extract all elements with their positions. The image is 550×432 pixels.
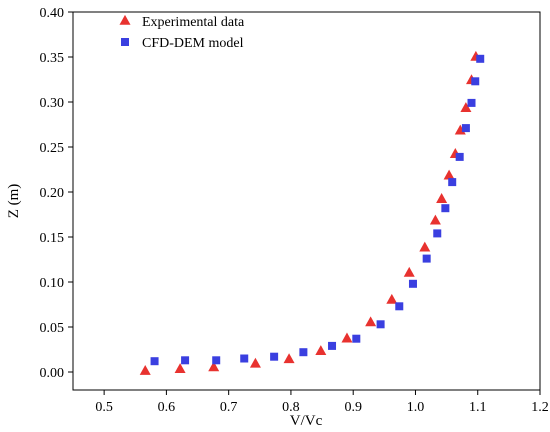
x-tick-label: 1.2 — [531, 400, 549, 415]
experimental-point — [443, 169, 455, 180]
y-tick-label: 0.30 — [40, 96, 65, 111]
experimental-point — [283, 353, 295, 364]
cfd-dem-point — [448, 178, 457, 187]
y-tick-label: 0.00 — [40, 366, 65, 381]
y-tick-label: 0.25 — [40, 141, 65, 156]
x-tick-label: 0.6 — [158, 400, 176, 415]
cfd-dem-point — [471, 77, 480, 86]
experimental-point — [429, 214, 441, 225]
cfd-dem-point — [422, 254, 431, 263]
x-tick-label: 0.7 — [220, 400, 238, 415]
y-axis-title: Z (m) — [6, 184, 22, 219]
experimental-point — [249, 357, 261, 368]
cfd-dem-point — [476, 54, 485, 63]
cfd-dem-point — [376, 320, 385, 329]
experimental-series — [139, 50, 482, 375]
cfd-dem-point — [461, 124, 470, 133]
data-points — [139, 50, 485, 375]
cfd-dem-series — [150, 54, 485, 366]
experimental-point — [386, 293, 398, 304]
legend-label: Experimental data — [142, 15, 245, 30]
plot-frame — [72, 11, 541, 391]
legend-marker-cfd-dem — [121, 38, 129, 46]
cfd-dem-point — [181, 356, 190, 365]
cfd-dem-point — [240, 354, 249, 363]
y-tick-label: 0.40 — [40, 6, 65, 21]
y-tick-label: 0.35 — [40, 51, 65, 66]
y-tick-label: 0.20 — [40, 186, 65, 201]
experimental-point — [174, 363, 186, 374]
experimental-point — [436, 193, 448, 203]
cfd-dem-point — [433, 229, 442, 238]
experimental-point — [315, 345, 327, 356]
x-axis-title: V/Vc — [290, 413, 323, 429]
legend-label: CFD-DEM model — [142, 36, 244, 51]
x-axis: 0.5 0.6 0.7 0.8 0.9 1.0 1.1 1.2 — [95, 390, 549, 415]
legend-marker-experimental — [119, 14, 131, 25]
y-tick-label: 0.10 — [40, 276, 65, 291]
legend: Experimental data CFD-DEM model — [119, 14, 245, 51]
experimental-point — [139, 364, 151, 375]
cfd-dem-point — [467, 98, 476, 107]
experimental-point — [403, 266, 415, 277]
cfd-dem-point — [455, 152, 464, 161]
experimental-point — [208, 361, 220, 372]
cfd-dem-point — [270, 352, 279, 361]
y-tick-label: 0.15 — [40, 231, 65, 246]
experimental-point — [365, 316, 377, 327]
x-tick-label: 1.1 — [469, 400, 487, 415]
cfd-dem-point — [212, 356, 221, 365]
cfd-dem-point — [395, 302, 404, 311]
x-tick-label: 1.0 — [407, 400, 425, 415]
x-tick-label: 0.9 — [344, 400, 362, 415]
x-tick-label: 0.5 — [95, 400, 113, 415]
experimental-point — [460, 102, 472, 113]
experimental-point — [341, 332, 353, 343]
x-tick-label: 0.8 — [282, 400, 300, 415]
cfd-dem-point — [352, 334, 361, 343]
y-tick-label: 0.05 — [40, 321, 65, 336]
cfd-dem-point — [441, 204, 450, 213]
experimental-point — [419, 241, 431, 252]
cfd-dem-point — [299, 348, 308, 357]
cfd-dem-point — [150, 357, 159, 366]
cfd-dem-point — [408, 279, 417, 288]
y-axis: 0.00 0.05 0.10 0.15 0.20 0.25 0.30 0.35 0.40 — [40, 6, 73, 381]
cfd-dem-point — [328, 341, 337, 350]
